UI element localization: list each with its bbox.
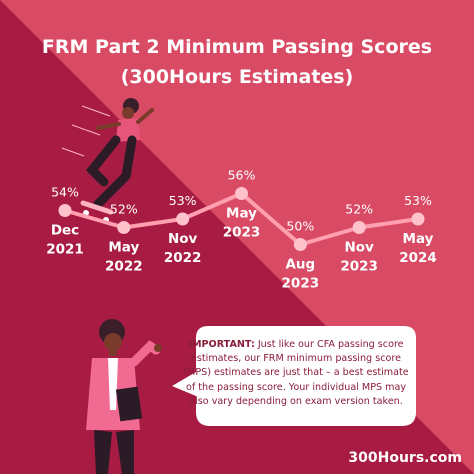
brand-label: 300Hours.com xyxy=(348,450,462,466)
category-label-month: May xyxy=(108,240,139,256)
disclaimer-note: IMPORTANT: Just like our CFA passing sco… xyxy=(178,338,414,409)
data-point xyxy=(411,212,425,226)
speech-bubble xyxy=(172,326,416,426)
category-label-month: Nov xyxy=(168,231,198,247)
category-label-year: 2023 xyxy=(340,259,378,275)
data-point xyxy=(235,187,248,200)
data-point xyxy=(58,204,72,217)
data-label: 53% xyxy=(404,193,432,208)
disclaimer-strong: IMPORTANT: xyxy=(188,339,255,350)
category-label-year: 2024 xyxy=(399,250,437,266)
data-point xyxy=(352,221,366,234)
category-label-year: 2021 xyxy=(46,242,84,258)
category-label-month: May xyxy=(403,231,434,247)
category-label-year: 2022 xyxy=(105,259,143,275)
category-label-month: Aug xyxy=(285,257,315,273)
category-label-year: 2023 xyxy=(223,225,261,241)
presenter-illustration xyxy=(86,319,162,474)
data-label: 56% xyxy=(228,168,256,183)
category-label-year: 2023 xyxy=(282,276,320,292)
data-label: 53% xyxy=(169,193,197,208)
category-label-month: May xyxy=(226,206,257,222)
chart-subtitle: (300Hours Estimates) xyxy=(121,66,354,88)
data-point xyxy=(293,238,307,251)
data-point xyxy=(117,221,131,234)
data-point xyxy=(176,212,190,226)
data-label: 52% xyxy=(110,202,138,217)
category-label-month: Nov xyxy=(344,240,374,256)
category-label-year: 2022 xyxy=(164,250,202,266)
data-label: 54% xyxy=(51,185,79,200)
disclaimer-text: Just like our CFA passing score estimate… xyxy=(183,339,409,407)
data-label: 52% xyxy=(345,202,373,217)
series-layer: 54% Dec 2021 52% May 2022 53% Nov 2022 56% May 2023… xyxy=(46,168,437,292)
category-label-month: Dec xyxy=(51,223,79,239)
data-label: 50% xyxy=(286,219,314,234)
chart-title: FRM Part 2 Minimum Passing Scores xyxy=(42,36,432,58)
skater-illustration xyxy=(61,98,154,223)
